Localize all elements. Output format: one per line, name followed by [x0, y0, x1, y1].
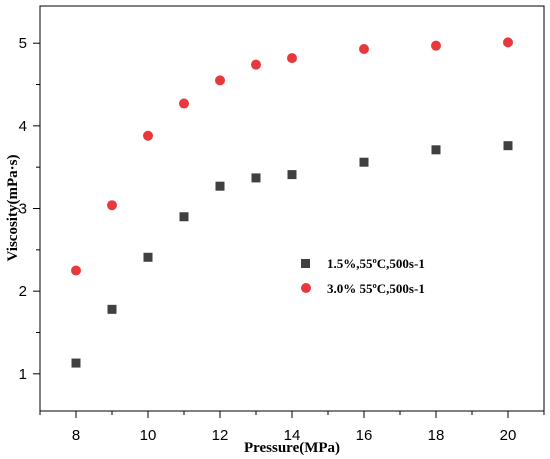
legend-marker-series-1	[301, 259, 310, 268]
axis-ticks	[33, 42, 545, 418]
series-2-point	[71, 265, 81, 276]
x-tick-label: 16	[356, 427, 373, 444]
x-tick-label: 10	[140, 427, 157, 444]
series-1-point	[71, 358, 81, 368]
series-1-point	[287, 170, 297, 180]
legend: 1.5%,55ºC,500s-1 3.0% 55ºC,500s-1	[301, 256, 425, 296]
y-tick-label: 2	[19, 283, 27, 300]
x-tick-label: 12	[212, 427, 229, 444]
series-1-point	[179, 212, 189, 222]
series-2-point	[107, 200, 117, 211]
series-2-point	[287, 53, 297, 64]
y-tick-label: 3	[19, 201, 27, 218]
series-1-point	[143, 252, 153, 262]
x-axis-title: Pressure(MPa)	[244, 440, 340, 456]
legend-marker-series-2	[301, 283, 311, 293]
series-1-point	[431, 145, 441, 155]
series-2-point	[143, 130, 153, 141]
legend-label-series-1: 1.5%,55ºC,500s-1	[327, 256, 425, 271]
series-1-point	[359, 157, 369, 167]
series-1-point	[251, 173, 261, 183]
y-tick-label: 5	[19, 35, 27, 52]
x-tick-label: 18	[428, 427, 445, 444]
y-tick-labels: 1 2 3 4 5	[19, 35, 27, 383]
data-markers	[71, 37, 513, 368]
y-tick-label: 4	[19, 118, 27, 135]
y-tick-label: 1	[19, 366, 27, 383]
series-1-point	[503, 141, 513, 151]
x-tick-label: 14	[284, 427, 301, 444]
series-2-point	[359, 43, 369, 54]
y-axis-title: Viscosity(mPa·s)	[5, 155, 21, 262]
x-tick-label: 20	[500, 427, 517, 444]
series-2-point	[503, 37, 513, 48]
x-tick-label: 8	[72, 427, 80, 444]
series-2-point	[179, 98, 189, 109]
series-2-point	[215, 75, 225, 86]
legend-label-series-2: 3.0% 55ºC,500s-1	[327, 281, 425, 296]
x-tick-labels: 8 10 12 14 16 18 20	[72, 427, 517, 444]
series-2-point	[431, 40, 441, 51]
series-2-point	[251, 59, 261, 70]
series-1-point	[215, 181, 225, 191]
series-1-point	[107, 304, 117, 314]
